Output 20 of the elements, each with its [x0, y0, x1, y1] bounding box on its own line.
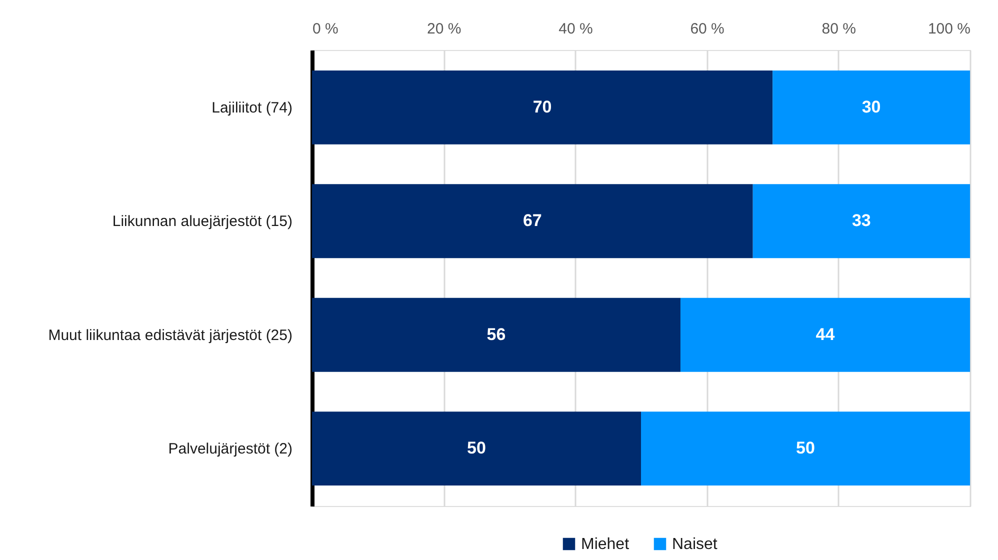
data-label: 33: [852, 211, 871, 230]
x-tick-label: 20 %: [427, 20, 462, 38]
y-tick-label: Lajiliitot (74): [212, 99, 292, 116]
data-label: 67: [522, 211, 542, 230]
x-tick-label: 0 %: [312, 20, 338, 38]
y-tick-label: Palvelujärjestöt (2): [168, 440, 293, 458]
data-label: 30: [862, 97, 881, 116]
x-tick-label: 40 %: [558, 20, 593, 38]
data-label: 50: [467, 438, 486, 458]
data-label: 56: [486, 324, 506, 344]
x-tick-label: 100 %: [928, 20, 970, 38]
data-label: 44: [816, 324, 836, 344]
legend-label: Miehet: [581, 536, 630, 553]
legend-label: Naiset: [672, 536, 718, 553]
y-tick-label: Liikunnan aluejärjestöt (15): [112, 213, 292, 230]
data-label: 70: [532, 97, 552, 116]
data-label: 50: [796, 438, 815, 458]
y-tick-label: Muut liikuntaa edistävät järjestöt (25): [48, 326, 292, 344]
x-tick-label: 80 %: [822, 20, 856, 38]
x-tick-label: 60 %: [690, 20, 724, 38]
